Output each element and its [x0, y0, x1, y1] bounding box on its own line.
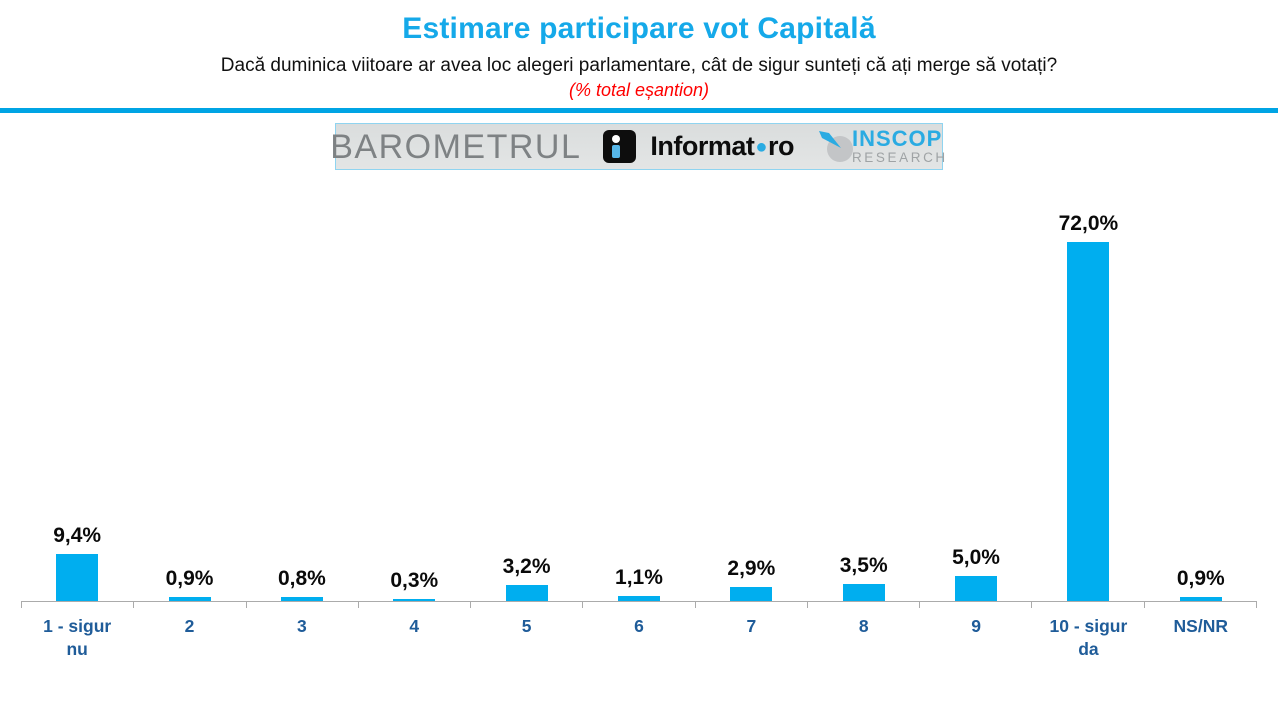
axis-tick [357, 602, 470, 608]
informat-tld: ro [767, 131, 795, 161]
axis-tick [1143, 602, 1257, 608]
x-axis-label: 9 [971, 616, 981, 636]
bar [617, 596, 660, 601]
inscop-name: INSCOP [851, 126, 943, 152]
bar-value-label: 3,5% [839, 554, 888, 577]
x-axis-label: 1 - sigur nu [43, 616, 112, 659]
bar [168, 597, 211, 601]
bar [56, 554, 99, 601]
bar-column: 0,9% [1145, 241, 1257, 601]
bar-column: 5,0% [920, 241, 1032, 601]
bar-column: 3,2% [470, 241, 582, 601]
informat-i-dot [612, 135, 621, 143]
bar [730, 587, 773, 601]
axis-tick [806, 602, 919, 608]
inscop-logo-text: INSCOP RESEARCH [852, 128, 948, 165]
x-axis-label: 10 - sigur da [1049, 616, 1128, 659]
axis-tick [245, 602, 358, 608]
bar [955, 576, 998, 601]
bar-column: 0,3% [358, 241, 470, 601]
x-axis-label: 4 [409, 616, 420, 636]
bar-column: 72,0% [1032, 212, 1144, 601]
informat-logo-icon [603, 130, 637, 163]
bar-value-label: 5,0% [952, 546, 1000, 569]
axis-tick [694, 602, 807, 608]
bar-value-label: 0,9% [1176, 567, 1225, 590]
x-axis [21, 601, 1257, 608]
bar-column: 0,8% [246, 241, 358, 601]
inscop-compass-icon [818, 130, 853, 162]
x-label-cell: 5 [470, 615, 582, 661]
axis-tick [133, 602, 245, 608]
bar-value-label: 0,8% [277, 567, 326, 590]
informat-dot-icon: ● [755, 136, 767, 158]
inscop-logo: INSCOP RESEARCH [818, 128, 948, 166]
axis-tick [21, 602, 133, 608]
x-label-cell: 2 [133, 615, 245, 661]
bar-value-label: 0,3% [390, 569, 439, 592]
x-axis-label: 3 [297, 616, 307, 636]
x-axis-labels: 1 - sigur nu 2 3 4 5 6 7 8 9 10 - sigur da NS/NR [21, 615, 1257, 661]
header: Estimare participare vot Capitală Dacă d… [0, 0, 1278, 101]
informat-i-stem [612, 145, 621, 158]
bar-column: 3,5% [808, 241, 920, 601]
x-label-cell: NS/NR [1145, 615, 1257, 661]
x-axis-label: 8 [858, 616, 869, 636]
page-title: Estimare participare vot Capitală [402, 12, 876, 45]
axis-tick [582, 602, 694, 608]
bar [505, 585, 548, 601]
barometrul-logo: BAROMETRUL [330, 127, 582, 166]
informat-logo-text: Informat●ro [650, 133, 794, 160]
bar-value-label: 1,1% [615, 566, 663, 589]
bar [1179, 597, 1222, 601]
axis-tick [919, 602, 1031, 608]
x-label-cell: 1 - sigur nu [21, 615, 133, 661]
x-axis-label: 6 [634, 616, 644, 636]
x-label-cell: 6 [583, 615, 695, 661]
bar [393, 599, 436, 601]
bar [842, 584, 885, 601]
x-label-cell: 3 [246, 615, 358, 661]
bar-value-label: 2,9% [727, 557, 776, 580]
plot-area: 9,4% 0,9% 0,8% 0,3% 3,2% 1,1% 2,9% 3,5% 5,0% 72,0… [21, 212, 1257, 601]
informat-name: Informat [650, 131, 755, 161]
x-axis-label: 5 [521, 616, 532, 636]
sample-note: (% total eșantion) [568, 80, 710, 100]
bar-value-label: 72,0% [1058, 212, 1119, 235]
bar-chart: 9,4% 0,9% 0,8% 0,3% 3,2% 1,1% 2,9% 3,5% 5,0% 72,0… [21, 212, 1257, 661]
x-label-cell: 9 [920, 615, 1032, 661]
bar-value-label: 0,9% [165, 567, 214, 590]
bar-column: 2,9% [695, 241, 807, 601]
bar-column: 9,4% [21, 241, 133, 601]
inscop-subtitle: RESEARCH [851, 150, 948, 166]
bar-column: 0,9% [133, 241, 245, 601]
divider [0, 108, 1278, 113]
bar-value-label: 3,2% [502, 555, 551, 578]
logo-banner: BAROMETRUL Informat●ro INSCOP RESEARCH [330, 123, 945, 170]
axis-tick [1031, 602, 1143, 608]
bar [280, 597, 323, 601]
x-label-cell: 10 - sigur da [1032, 615, 1144, 661]
bar-column: 1,1% [583, 241, 695, 601]
x-axis-label: NS/NR [1173, 616, 1228, 636]
x-label-cell: 7 [695, 615, 807, 661]
bar [1067, 242, 1110, 601]
x-label-cell: 4 [358, 615, 470, 661]
x-label-cell: 8 [808, 615, 920, 661]
axis-tick [470, 602, 582, 608]
x-axis-label: 7 [746, 616, 757, 636]
survey-question: Dacă duminica viitoare ar avea loc alege… [220, 55, 1058, 76]
x-axis-label: 2 [184, 616, 195, 636]
bar-value-label: 9,4% [53, 524, 102, 547]
